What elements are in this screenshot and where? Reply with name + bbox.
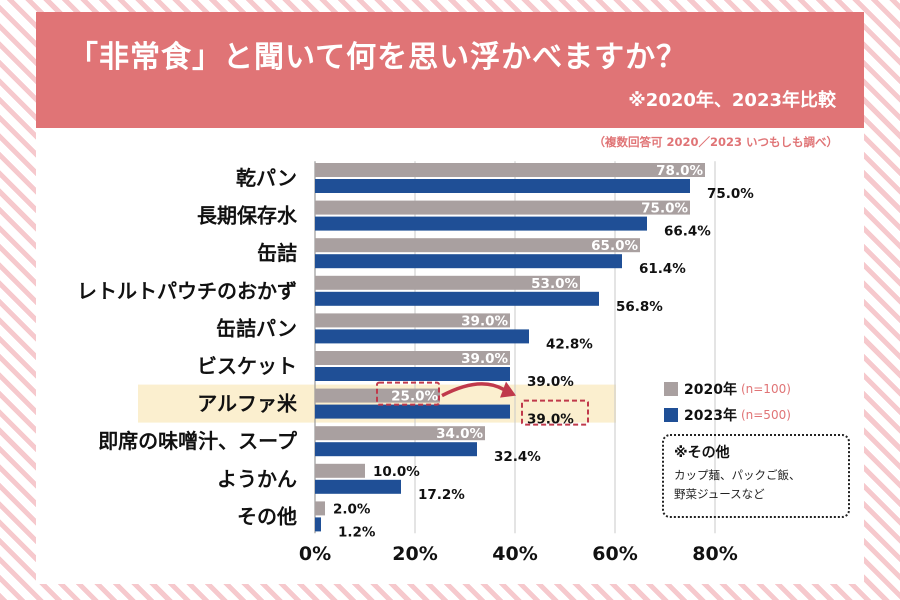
chart-subtitle: ※2020年、2023年比較 — [628, 90, 836, 111]
data-label-2023: 61.4% — [639, 261, 686, 277]
category-label: アルファ米 — [197, 392, 298, 416]
data-label-2020: 2.0% — [333, 501, 371, 517]
x-tick-label: 0% — [299, 543, 331, 565]
bar-2020 — [315, 200, 690, 215]
bar-2020 — [315, 463, 365, 478]
data-label-2020: 65.0% — [591, 238, 638, 254]
category-label: その他 — [237, 504, 297, 528]
bar-2020 — [315, 238, 640, 253]
data-label-2023: 32.4% — [494, 449, 541, 465]
bar-2023 — [315, 254, 622, 269]
bar-2023 — [315, 404, 510, 419]
bar-2023 — [315, 517, 321, 532]
data-label-2020: 25.0% — [391, 389, 438, 405]
x-tick-label: 60% — [592, 543, 637, 565]
data-label-2023: 75.0% — [707, 186, 754, 202]
data-label-2020: 34.0% — [436, 426, 483, 442]
x-tick-label: 40% — [492, 543, 537, 565]
bar-2020 — [315, 275, 580, 290]
chart-title: 「非常食」と聞いて何を思い浮かべますか？ — [68, 40, 688, 75]
data-label-2023: 56.8% — [616, 299, 663, 315]
bar-2023 — [315, 479, 401, 494]
other-note-line: カップ麺、パックご飯、 — [674, 468, 801, 482]
legend-n-2023: (n=500) — [740, 408, 791, 422]
bar-2023 — [315, 179, 690, 193]
other-note-box: ※その他 カップ麺、パックご飯、 野菜ジュースなど — [662, 434, 850, 518]
legend-n-2020: (n=100) — [740, 382, 791, 396]
bar-2020 — [315, 351, 510, 365]
legend-label-2020: 2020年 — [684, 382, 737, 398]
data-label-2020: 39.0% — [461, 351, 508, 367]
category-label: 缶詰パン — [216, 316, 297, 340]
data-label-2020: 75.0% — [641, 201, 688, 217]
data-label-2020: 53.0% — [531, 276, 578, 292]
x-tick-label: 80% — [692, 543, 737, 565]
category-label: 缶詰 — [257, 241, 297, 265]
header-banner — [36, 12, 864, 128]
trend-arrow — [441, 382, 505, 398]
data-label-2020: 10.0% — [373, 464, 420, 480]
data-label-2023: 1.2% — [338, 524, 376, 540]
data-label-2023: 17.2% — [418, 487, 465, 503]
data-label-2023: 39.0% — [527, 412, 574, 428]
other-note-line: 野菜ジュースなど — [674, 487, 765, 501]
category-label: レトルトパウチのおかず — [77, 279, 297, 303]
category-label: ビスケット — [197, 354, 297, 378]
bar-2020 — [315, 388, 440, 403]
survey-note: （複数回答可 2020／2023 いつもしも調べ） — [593, 135, 838, 149]
bar-2020 — [315, 163, 705, 177]
trend-arrow-head — [500, 381, 516, 398]
legend-item-2020: 2020年 (n=100) — [664, 376, 791, 402]
data-label-2023: 42.8% — [546, 336, 593, 352]
bar-2023 — [315, 291, 599, 306]
x-tick-label: 20% — [392, 543, 437, 565]
category-label: 即席の味噌汁、スープ — [98, 429, 298, 453]
category-label: 長期保存水 — [197, 204, 298, 228]
legend: 2020年 (n=100) 2023年 (n=500) — [664, 376, 791, 428]
legend-label-2023: 2023年 — [684, 408, 737, 424]
category-label: ようかん — [217, 467, 297, 491]
bar-2023 — [315, 367, 510, 381]
bar-2020 — [315, 426, 485, 441]
other-note-title: ※その他 — [674, 445, 730, 461]
bar-2020 — [315, 501, 325, 516]
legend-swatch-2023 — [664, 408, 678, 422]
highlight-box-2023 — [521, 399, 589, 426]
bar-2023 — [315, 329, 529, 344]
data-label-2020: 78.0% — [656, 163, 703, 179]
bar-2023 — [315, 442, 477, 457]
data-label-2020: 39.0% — [461, 313, 508, 329]
bar-2020 — [315, 313, 510, 328]
bar-2023 — [315, 216, 647, 231]
data-label-2023: 66.4% — [664, 224, 711, 240]
data-label-2023: 39.0% — [527, 374, 574, 390]
legend-swatch-2020 — [664, 382, 678, 396]
legend-item-2023: 2023年 (n=500) — [664, 402, 791, 428]
category-label: 乾パン — [236, 166, 297, 190]
highlight-box-2020 — [376, 381, 440, 406]
